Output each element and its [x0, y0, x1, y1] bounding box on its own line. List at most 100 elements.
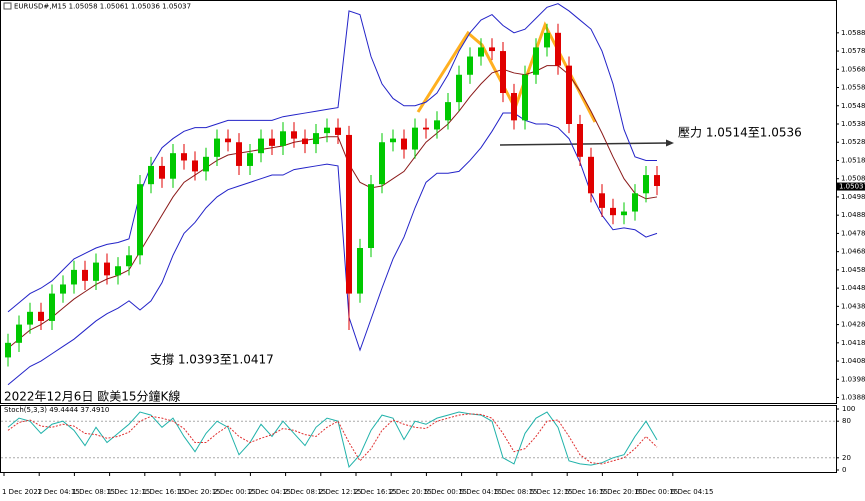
candle-body — [126, 255, 132, 267]
x-tick-label: 2 Dec 00:15 — [213, 488, 256, 496]
x-tick-label: 1 Dec 16:15 — [143, 488, 186, 496]
last-price-tag — [837, 182, 865, 191]
x-tick-label: 1 Dec 20:15 — [178, 488, 221, 496]
main-frame — [0, 0, 837, 404]
candle-body — [181, 153, 187, 161]
candle-body — [401, 138, 407, 150]
candle-body — [445, 102, 451, 121]
candle-body — [291, 131, 297, 139]
x-tick-label: 5 Dec 00:15 — [424, 488, 467, 496]
candle-body — [27, 311, 33, 325]
candle-body — [632, 193, 638, 212]
y-tick-label: 1.05080 — [841, 175, 865, 183]
x-tick-label: 2 Dec 12:15 — [319, 488, 362, 496]
x-tick-label: 2 Dec 04:15 — [248, 488, 291, 496]
y-tick-label: 1.05380 — [841, 120, 865, 128]
resistance-label: 壓力 1.0514至1.0536 — [678, 126, 802, 140]
y-tick-label: 1.05480 — [841, 102, 865, 110]
y-tick-label: 1.04980 — [841, 193, 865, 201]
arrow-head — [666, 139, 674, 147]
candle-body — [412, 127, 418, 150]
x-tick-label: 1 Dec 04:15 — [37, 488, 80, 496]
y-tick-label: 1.05580 — [841, 84, 865, 92]
candle-body — [379, 142, 385, 185]
candle-body — [104, 262, 110, 276]
candle-body — [71, 269, 77, 285]
candle-body — [522, 74, 528, 121]
y-tick-label: 1.04680 — [841, 248, 865, 256]
candle-body — [346, 134, 352, 294]
candle-body — [588, 156, 594, 194]
candle-body — [192, 160, 198, 172]
bollinger-band — [7, 65, 658, 349]
candle-body — [500, 51, 506, 93]
candle-body — [478, 47, 484, 57]
y-tick-label: 1.05680 — [841, 65, 865, 73]
stoch-title: Stoch(5,3,3) 49.4444 37.4910 — [4, 406, 109, 414]
candle-body — [49, 293, 55, 321]
candle-body — [654, 175, 660, 186]
y-tick-label: 1.04380 — [841, 302, 865, 310]
x-tick-label: 6 Dec 00:15 — [636, 488, 679, 496]
x-tick-label: 2 Dec 08:15 — [284, 488, 327, 496]
candle-body — [236, 142, 242, 166]
candle-body — [423, 127, 429, 130]
candle-body — [115, 266, 121, 276]
candle-body — [456, 74, 462, 103]
x-tick-label: 1 Dec 12:15 — [108, 488, 151, 496]
candle-body — [533, 47, 539, 75]
candle-body — [16, 324, 22, 343]
candle-body — [621, 211, 627, 216]
candle-body — [335, 127, 341, 135]
x-tick-label: 2 Dec 16:15 — [354, 488, 397, 496]
y-tick-label: 1.04280 — [841, 321, 865, 329]
candle-body — [544, 32, 550, 48]
candle-body — [159, 165, 165, 179]
candle-body — [203, 156, 209, 172]
x-tick-label: 5 Dec 12:15 — [530, 488, 573, 496]
candle-body — [258, 138, 264, 154]
stoch-y-tick-label: 80 — [842, 417, 851, 425]
candle-body — [489, 47, 495, 52]
candle-body — [137, 184, 143, 256]
stoch-frame — [0, 405, 837, 473]
candle-body — [170, 153, 176, 179]
bollinger-band — [7, 112, 658, 386]
y-tick-label: 1.05180 — [841, 156, 865, 164]
x-tick-label: 5 Dec 08:15 — [495, 488, 538, 496]
y-tick-label: 1.05780 — [841, 47, 865, 55]
symbol-icon — [3, 2, 12, 10]
candle-body — [467, 56, 473, 75]
stoch-y-tick-label: 20 — [842, 454, 851, 462]
y-tick-label: 1.04780 — [841, 229, 865, 237]
candle-body — [555, 32, 561, 66]
stoch-y-tick-label: 100 — [842, 405, 855, 413]
y-tick-label: 1.04580 — [841, 266, 865, 274]
candle-body — [577, 124, 583, 157]
candle-body — [38, 311, 44, 321]
stoch-line — [7, 413, 658, 465]
candle-body — [280, 131, 286, 146]
candle-body — [302, 138, 308, 145]
x-tick-label: 1 Dec 08:15 — [72, 488, 115, 496]
x-tick-label: 6 Dec 04:15 — [671, 488, 714, 496]
double-top-pattern — [416, 21, 597, 123]
y-tick-label: 1.05280 — [841, 138, 865, 146]
y-tick-label: 1.03880 — [841, 394, 865, 402]
candle-body — [60, 284, 66, 294]
candle-body — [434, 120, 440, 130]
y-tick-label: 1.03980 — [841, 375, 865, 383]
candle-body — [269, 138, 275, 146]
candle-body — [511, 93, 517, 121]
chart-title: EURUSD#,M15 1.05058 1.05061 1.05036 1.05… — [14, 3, 191, 11]
candle-body — [148, 165, 154, 185]
last-price-label: 1.05037 — [839, 183, 865, 191]
candle-body — [357, 248, 363, 294]
candle-body — [368, 184, 374, 248]
candle-body — [82, 269, 88, 281]
y-tick-label: 1.04480 — [841, 284, 865, 292]
candle-body — [313, 133, 319, 145]
candle-body — [247, 153, 253, 166]
y-tick-label: 1.04080 — [841, 357, 865, 365]
